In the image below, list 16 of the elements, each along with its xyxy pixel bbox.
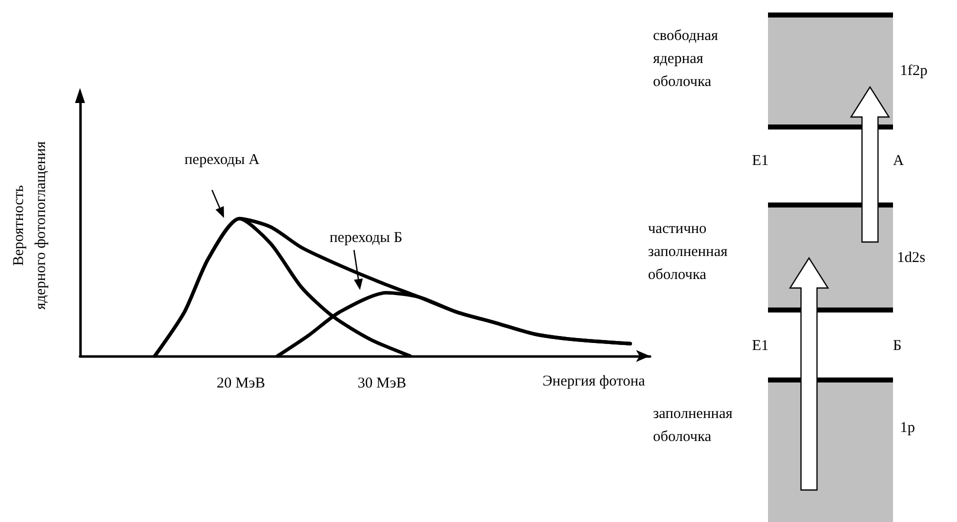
text: E1 (752, 153, 769, 169)
text: 1d2s (897, 250, 926, 266)
text: Б (893, 338, 902, 354)
text: E1 (752, 338, 769, 354)
x-tick-label: 30 МэВ (358, 376, 406, 392)
annotation: переходы Б (330, 230, 402, 246)
text: заполненная оболочка (653, 406, 733, 445)
text: переходы А (184, 152, 260, 168)
y-axis-title: Вероятность ядерного фотопоглащения (11, 141, 49, 310)
x-tick-label: 20 МэВ (216, 376, 266, 392)
annotation: частично заполненная оболочка (648, 221, 728, 283)
text: 1f2p (900, 63, 928, 79)
text: 1p (900, 420, 915, 436)
text: А (893, 153, 904, 169)
text: свободная ядерная оболочка (653, 28, 718, 90)
x-axis-title: Энергия фотона (542, 374, 646, 390)
